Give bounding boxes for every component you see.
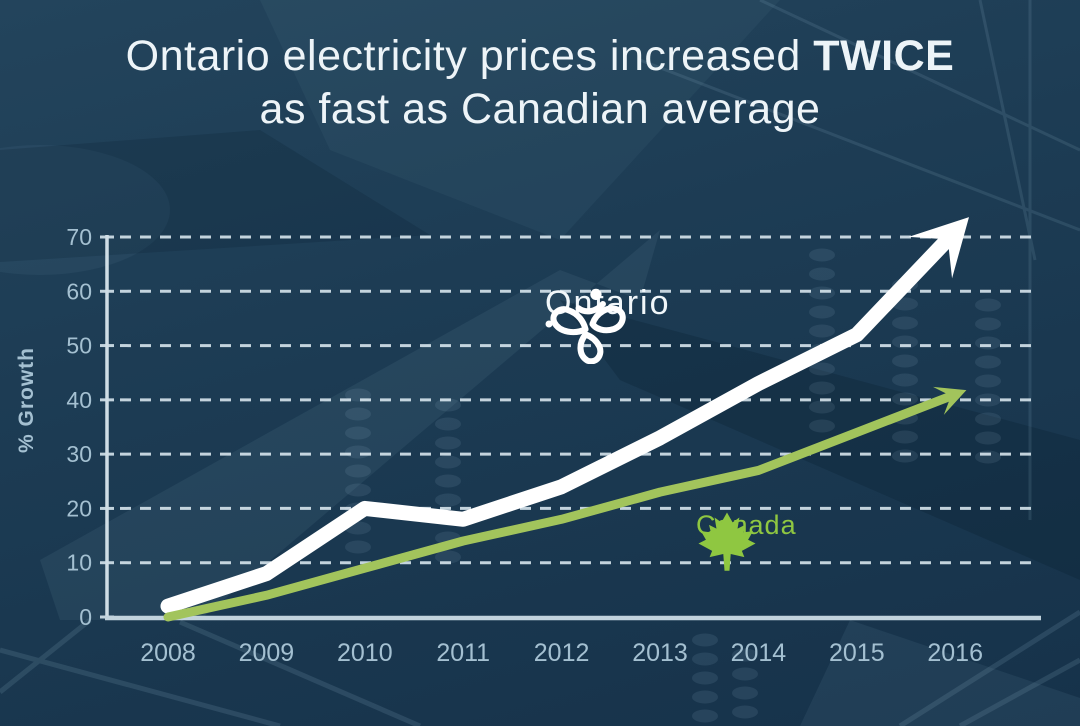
insulator-disc: [692, 633, 718, 647]
insulator-disc: [809, 381, 835, 395]
insulator-disc: [809, 400, 835, 414]
y-tick-label: 60: [66, 278, 92, 304]
insulator-disc: [345, 483, 371, 497]
ontario-arrowhead-icon: [908, 217, 970, 279]
canada-arrowhead-icon: [933, 386, 967, 415]
insulator-disc: [692, 652, 718, 666]
y-tick-label: 40: [66, 387, 92, 413]
insulator-disc: [809, 286, 835, 300]
x-tick-label: 2013: [632, 639, 688, 667]
insulator-disc: [732, 648, 758, 662]
y-tick-label: 0: [79, 604, 92, 630]
x-tick-label: 2014: [731, 639, 787, 667]
x-tick-label: 2009: [239, 639, 295, 667]
insulator-disc: [809, 305, 835, 319]
y-tick-label: 50: [66, 333, 92, 359]
insulator-disc: [345, 464, 371, 478]
y-tick-label: 30: [66, 441, 92, 467]
insulator-disc: [809, 324, 835, 338]
insulator-disc: [892, 430, 918, 444]
insulator-disc: [809, 267, 835, 281]
y-axis-title: % Growth: [15, 347, 38, 453]
canada-series-label: Canada: [696, 510, 797, 571]
insulator-disc: [892, 449, 918, 463]
insulator-disc: [975, 298, 1001, 312]
insulator-disc: [975, 317, 1001, 331]
insulator-disc: [732, 667, 758, 681]
insulator-disc: [975, 374, 1001, 388]
lattice-lines: [0, 609, 1080, 726]
insulator-disc: [435, 436, 461, 450]
insulator-disc: [435, 398, 461, 412]
x-tick-label: 2015: [829, 639, 885, 667]
x-tick-label: 2008: [140, 639, 196, 667]
trillium-icon: [545, 288, 626, 364]
insulator-disc: [732, 705, 758, 719]
insulator-disc: [975, 431, 1001, 445]
y-tick-label: 20: [66, 495, 92, 521]
x-tick-label: 2011: [436, 639, 490, 667]
canada-line: [163, 389, 960, 622]
insulator-disc: [345, 426, 371, 440]
ontario-series-label: Ontario: [545, 284, 671, 364]
insulator-disc: [692, 690, 718, 704]
x-tick-label: 2012: [534, 639, 590, 667]
insulator-disc: [892, 373, 918, 387]
insulator-disc: [975, 412, 1001, 426]
insulator-disc: [435, 417, 461, 431]
title-line1-bold: TWICE: [813, 32, 955, 80]
power-lines: [639, 0, 1080, 520]
x-tick-label: 2016: [927, 639, 983, 667]
insulator-disc: [345, 407, 371, 421]
insulator-disc: [435, 474, 461, 488]
insulator-disc: [692, 671, 718, 685]
chart-title: Ontario electricity prices increased TWI…: [0, 30, 1080, 136]
title-line-2: as fast as Canadian average: [259, 85, 821, 133]
title-line1-regular: Ontario electricity prices increased: [125, 32, 814, 80]
ontario-label-text: Ontario: [545, 284, 671, 322]
insulator-disc: [809, 248, 835, 262]
insulator-disc: [692, 709, 718, 723]
maple-leaf-icon: [698, 512, 756, 571]
x-tick-label: 2010: [337, 639, 393, 667]
y-tick-label: 10: [66, 550, 92, 576]
title-line-1: Ontario electricity prices increased TWI…: [0, 30, 1080, 83]
insulator-disc: [435, 493, 461, 507]
insulator-disc: [345, 540, 371, 554]
y-tick-label: 70: [66, 224, 92, 250]
insulator-disc: [809, 419, 835, 433]
insulator-disc: [732, 686, 758, 700]
insulator-disc: [975, 355, 1001, 369]
insulator-disc: [435, 455, 461, 469]
insulator-disc: [892, 335, 918, 349]
insulator-disc: [892, 354, 918, 368]
ontario-line: [160, 224, 963, 614]
insulator-disc: [809, 362, 835, 376]
insulator-disc: [892, 316, 918, 330]
insulator-disc: [345, 388, 371, 402]
insulator-disc: [435, 550, 461, 564]
